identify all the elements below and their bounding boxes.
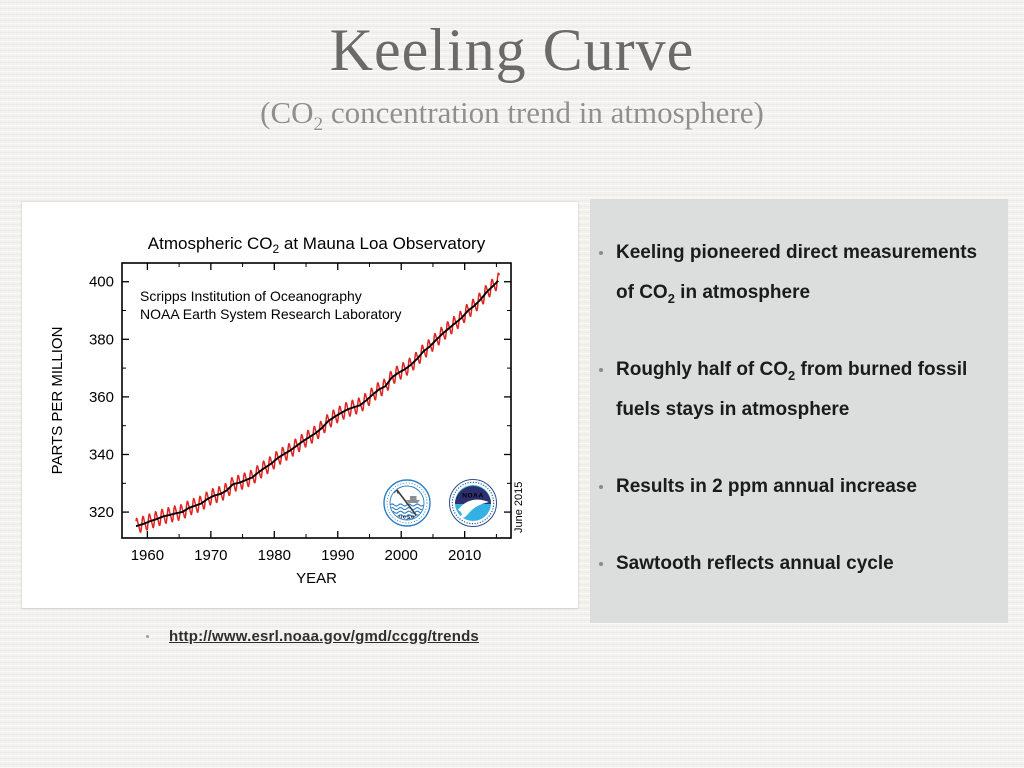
bullet-item: Roughly half of CO2 from burned fossil f… (590, 350, 990, 430)
source-link[interactable]: http://www.esrl.noaa.gov/gmd/ccgg/trends (169, 628, 479, 645)
subtitle-post: concentration trend in atmosphere) (323, 95, 764, 130)
slide-subtitle: (CO2 concentration trend in atmosphere) (0, 95, 1024, 134)
bullet-item: Keeling pioneered direct measurements of… (590, 233, 990, 313)
x-tick-label: 1990 (321, 547, 354, 564)
y-tick-label: 360 (89, 389, 114, 406)
bullet-item: Sawtooth reflects annual cycle (590, 544, 990, 584)
bullet-text: 2 (667, 290, 675, 306)
bullet-text: Sawtooth reflects annual cycle (616, 553, 894, 574)
bullet-dot (599, 485, 603, 489)
notes-panel: Keeling pioneered direct measurements of… (590, 199, 1008, 623)
subtitle-subscript: 2 (313, 114, 324, 136)
chart-annotation-2: NOAA Earth System Research Laboratory (140, 306, 401, 322)
bullet-text: from burned fossil fuels stays in atmosp… (616, 359, 968, 420)
chart-title: Atmospheric CO2 at Mauna Loa Observatory (148, 234, 486, 256)
svg-text:NOAA: NOAA (462, 493, 484, 500)
svg-text:UCSD: UCSD (399, 515, 416, 520)
footer-bullet-dot (146, 635, 149, 638)
x-tick-label: 2010 (448, 547, 481, 564)
y-tick-label: 400 (89, 274, 114, 291)
plot-frame: 1960 1970 1980 1990 2000 2010 320 340 360 380 400 (89, 262, 512, 564)
bullet-text: Keeling pioneered direct measurements of… (616, 242, 978, 303)
x-axis-label: YEAR (296, 570, 337, 587)
x-tick-label: 2000 (385, 547, 418, 564)
bullet-text: Roughly half of CO (616, 359, 789, 380)
chart-annotation-1: Scripps Institution of Oceanography (140, 288, 362, 304)
series-monthly-sawtooth (135, 272, 501, 534)
bullet-item: Results in 2 ppm annual increase (590, 467, 990, 507)
x-tick-label: 1970 (194, 547, 227, 564)
bullet-dot (599, 562, 603, 566)
y-axis-label: PARTS PER MILLION (49, 327, 66, 475)
y-tick-label: 380 (89, 331, 114, 348)
date-stamp: June 2015 (513, 482, 525, 533)
x-tick-label: 1980 (258, 547, 291, 564)
noaa-logo: NOAA (449, 479, 497, 527)
slide-title: Keeling Curve (329, 17, 695, 83)
bullet-text: 2 (788, 367, 796, 383)
chart-card: Atmospheric CO2 at Mauna Loa Observatory… (22, 202, 578, 608)
bullet-text: Results in 2 ppm annual increase (616, 476, 917, 497)
y-tick-label: 340 (89, 446, 114, 463)
bullet-dot (599, 368, 603, 372)
scripps-logo: UCSD (383, 479, 431, 527)
y-tick-label: 320 (89, 504, 114, 521)
series-trend (135, 280, 499, 528)
x-tick-label: 1960 (131, 547, 164, 564)
keeling-curve-chart: Atmospheric CO2 at Mauna Loa Observatory… (22, 202, 578, 608)
bullet-list: Keeling pioneered direct measurements of… (590, 199, 1008, 584)
source-row: http://www.esrl.noaa.gov/gmd/ccgg/trends (146, 628, 479, 645)
co2-chart-svg: Atmospheric CO2 at Mauna Loa Observatory… (49, 234, 525, 587)
subtitle-pre: (CO (260, 95, 314, 130)
bullet-dot (599, 251, 603, 255)
bullet-text: in atmosphere (674, 282, 811, 303)
